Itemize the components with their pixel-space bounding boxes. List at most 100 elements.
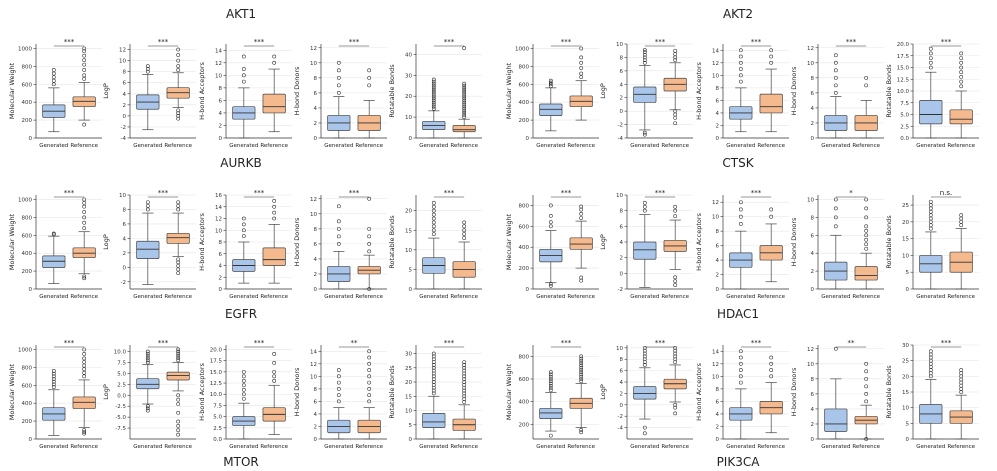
x-tick-label: Generated [39,444,68,450]
outlier-point [82,360,87,364]
x-tick-label: Reference [70,444,98,450]
box-generated [136,64,160,131]
y-tick-label: 12 [119,48,126,54]
outlier-point [548,383,553,388]
outlier-point [82,53,87,58]
outlier-point [336,68,341,73]
box-reference [166,347,190,437]
y-tick-label: 6 [811,91,815,97]
significance-label: *** [751,189,762,197]
outlier-point [176,267,181,272]
outlier-point [548,433,553,438]
outlier-point [176,351,181,356]
y-tick-label: 800 [519,64,530,70]
outlier-point [579,204,584,209]
outlier-point [82,367,87,372]
box-generated [539,370,563,438]
outlier-point [431,96,436,101]
x-tick-label: Reference [947,143,975,149]
outlier-point [51,231,56,236]
y-tick-label: 2 [811,422,815,428]
x-tick-label: Reference [355,294,383,300]
y-tick-label: 10 [215,73,222,79]
outlier-point [864,215,869,220]
subplot-ctsk-5: 0 5 10 15 20 25 Rotatable Bonds Generated Refere… [885,189,979,300]
y-axis-label: Molecular Weight [8,62,16,119]
outlier-point [642,130,647,135]
outlier-point [462,360,467,364]
outlier-point [431,371,436,376]
box-reference [72,347,96,436]
outlier-point [959,383,964,388]
box-generated [919,349,943,440]
outlier-point [642,60,647,65]
x-tick-label: Reference [661,143,689,149]
outlier-point [548,82,553,87]
outlier-point [431,100,436,105]
outlier-point [769,355,774,360]
x-tick-label: Generated [39,294,68,300]
outlier-point [462,83,467,88]
subplot-akt2-5: 0.0 2.5 5.0 7.5 10.0 12.5 15.0 17.5 20.0 Rotatabl… [885,38,979,149]
y-tick-label: 0 [526,136,530,142]
panel-title: CTSK [722,156,754,170]
outlier-point [864,361,869,366]
outlier-point [145,406,150,411]
significance-label: *** [254,38,265,46]
x-tick-label: Generated [229,444,258,450]
outlier-point [864,242,869,247]
box-generated [633,345,657,436]
y-tick-label: 12 [215,61,222,67]
subplot-hdac1-4: 0 2 4 6 8 10 12 H-bond Donors Generated Reference… [790,339,884,450]
outlier-point [431,88,436,92]
outlier-point [462,92,467,97]
significance-label: *** [158,38,169,46]
subplot-aurkb-3: 0 2 4 6 8 10 12 14 16 H-bond Acceptors Generated Re… [198,189,292,300]
y-tick-label: -4 [121,136,127,142]
outlier-point [462,106,467,111]
outlier-point [864,228,869,233]
box-generated [729,48,753,133]
outlier-point [959,213,964,218]
x-tick-label: Reference [661,444,689,450]
outlier-point [462,88,467,92]
outlier-point [272,216,277,221]
box-generated [633,48,657,137]
outlier-point [336,368,341,372]
iqr-box [539,408,563,419]
box-generated [136,200,160,286]
outlier-point [82,58,87,63]
outlier-point [431,380,436,384]
y-tick-label: -2 [121,280,126,286]
outlier-point [548,220,553,225]
box-generated [136,349,160,413]
y-tick-label: 400 [519,245,530,251]
outlier-point [272,210,277,215]
outlier-point [176,354,181,358]
outlier-point [673,121,678,126]
x-tick-label: Generated [229,294,258,300]
y-tick-label: 7.5 [900,101,909,107]
outlier-point [579,379,584,384]
significance-label: *** [64,339,75,347]
x-tick-label: Generated [324,444,353,450]
outlier-point [579,365,584,370]
outlier-point [431,391,436,396]
y-tick-label: 8 [314,227,318,233]
outlier-point [928,51,933,56]
outlier-point [579,46,584,51]
y-tick-label: 6 [620,369,624,375]
y-tick-label: 6 [314,399,318,405]
outlier-point [738,380,743,385]
y-tick-label: 14 [215,205,222,211]
outlier-point [336,241,341,246]
y-tick-label: 10 [712,215,719,221]
y-tick-label: 16 [215,193,222,199]
outlier-point [241,79,246,84]
significance-label: *** [158,189,169,197]
y-tick-label: 10 [119,193,126,199]
x-tick-label: Generated [916,294,945,300]
y-tick-label: 25 [902,359,909,365]
box-generated [232,369,256,440]
